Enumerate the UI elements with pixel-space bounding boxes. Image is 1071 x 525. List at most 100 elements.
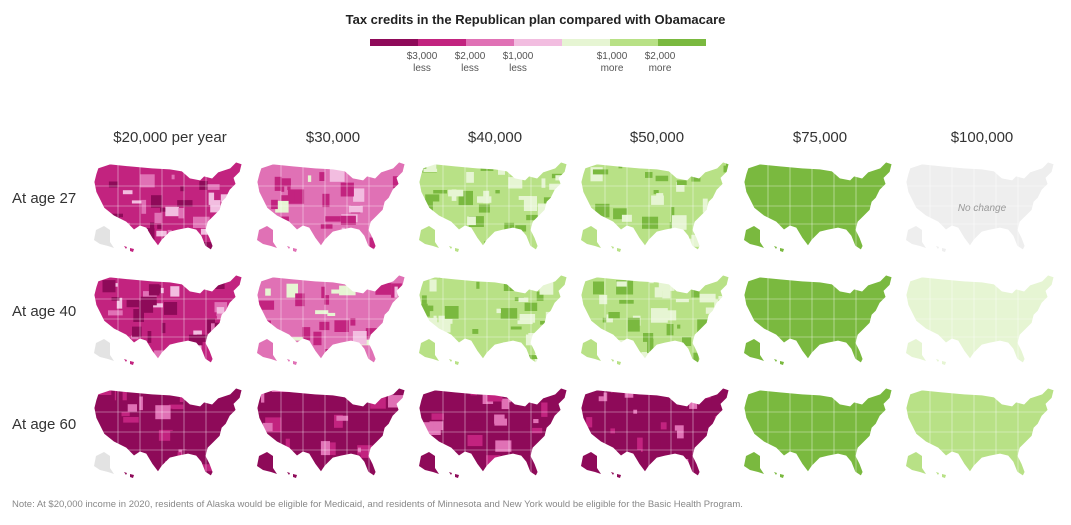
legend-swatch	[658, 39, 706, 46]
county-patch	[467, 216, 476, 226]
county-patch	[172, 474, 177, 476]
legend-label: $2,000 more	[644, 51, 676, 74]
hawaii-region	[287, 246, 297, 252]
county-patch	[340, 243, 352, 250]
county-patch	[519, 314, 536, 323]
county-patch	[337, 243, 343, 250]
county-patch	[320, 223, 333, 229]
county-patch	[399, 457, 405, 472]
county-patch	[379, 464, 384, 476]
hawaii-region	[936, 246, 946, 252]
county-patch	[478, 204, 490, 213]
county-patch	[509, 457, 525, 465]
hawaii-region	[611, 472, 621, 478]
county-patch	[426, 162, 437, 170]
county-patch	[607, 426, 612, 436]
county-patch	[653, 190, 659, 194]
county-patch	[682, 337, 692, 346]
county-patch	[174, 388, 185, 395]
county-patch	[163, 302, 178, 315]
county-patch	[94, 330, 105, 340]
county-patch	[627, 245, 640, 250]
county-patch	[295, 293, 305, 307]
county-patch	[508, 177, 523, 189]
county-patch	[712, 234, 723, 240]
county-patch	[656, 353, 668, 363]
county-patch	[154, 350, 166, 363]
legend-swatch	[562, 39, 610, 46]
county-patch	[598, 353, 613, 363]
county-patch	[386, 222, 390, 236]
county-patch	[377, 449, 386, 456]
row-header-age: At age 40	[12, 303, 77, 320]
county-patch	[224, 330, 239, 339]
alaska-region	[419, 339, 439, 361]
county-patch	[532, 427, 543, 434]
county-patch	[686, 285, 690, 289]
column-header-income: $40,000	[467, 129, 523, 146]
county-patch	[155, 459, 166, 464]
county-patch	[470, 390, 477, 396]
row-header-age: At age 27	[12, 190, 77, 207]
county-patch	[108, 347, 123, 352]
county-patch	[400, 307, 405, 312]
county-patch	[108, 310, 123, 316]
county-patch	[525, 334, 533, 346]
alaska-region	[581, 339, 601, 361]
county-patch	[380, 162, 398, 163]
county-patch	[443, 449, 452, 459]
county-patch	[142, 229, 148, 240]
county-patch	[111, 235, 117, 243]
hawaii-region	[124, 472, 134, 478]
hawaii-region	[449, 359, 459, 365]
us-county-map	[577, 384, 737, 484]
county-patch	[394, 286, 398, 298]
county-patch	[324, 295, 330, 305]
county-patch	[393, 356, 405, 363]
county-patch	[626, 450, 641, 460]
county-patch	[305, 239, 312, 248]
county-patch	[365, 390, 371, 394]
county-patch	[356, 416, 371, 423]
county-patch	[371, 411, 388, 417]
county-patch	[562, 324, 567, 339]
county-patch	[606, 314, 613, 323]
county-patch	[239, 245, 242, 250]
county-patch	[393, 191, 400, 195]
legend-label: $1,000 less	[502, 51, 534, 74]
county-patch	[599, 464, 610, 470]
hawaii-region	[449, 246, 459, 252]
county-patch	[201, 464, 214, 472]
county-patch	[188, 334, 203, 346]
county-patch	[307, 175, 312, 182]
county-patch	[199, 181, 208, 190]
county-patch	[471, 412, 478, 417]
county-patch	[111, 412, 115, 418]
county-patch	[301, 427, 308, 433]
county-patch	[549, 211, 559, 222]
county-patch	[348, 205, 363, 213]
county-patch	[182, 238, 195, 243]
county-patch	[716, 419, 729, 425]
county-patch	[261, 474, 275, 476]
county-patch	[651, 195, 664, 205]
county-patch	[370, 395, 386, 409]
alaska-region	[906, 452, 926, 474]
alaska-region	[906, 339, 926, 361]
county-patch	[141, 199, 147, 214]
county-patch	[527, 355, 539, 359]
alaska-region	[257, 452, 277, 474]
county-patch	[139, 396, 143, 411]
no-change-label: No change	[957, 203, 1007, 214]
county-patch	[286, 349, 303, 361]
county-patch	[711, 457, 728, 466]
us-county-map	[253, 271, 413, 371]
column-header-income: $30,000	[305, 129, 361, 146]
column-header-income: $20,000 per year	[113, 129, 227, 146]
county-patch	[631, 355, 639, 361]
county-patch	[498, 167, 505, 175]
county-patch	[313, 331, 322, 346]
county-patch	[501, 400, 509, 410]
alaska-region	[744, 226, 764, 248]
county-patch	[435, 347, 444, 351]
